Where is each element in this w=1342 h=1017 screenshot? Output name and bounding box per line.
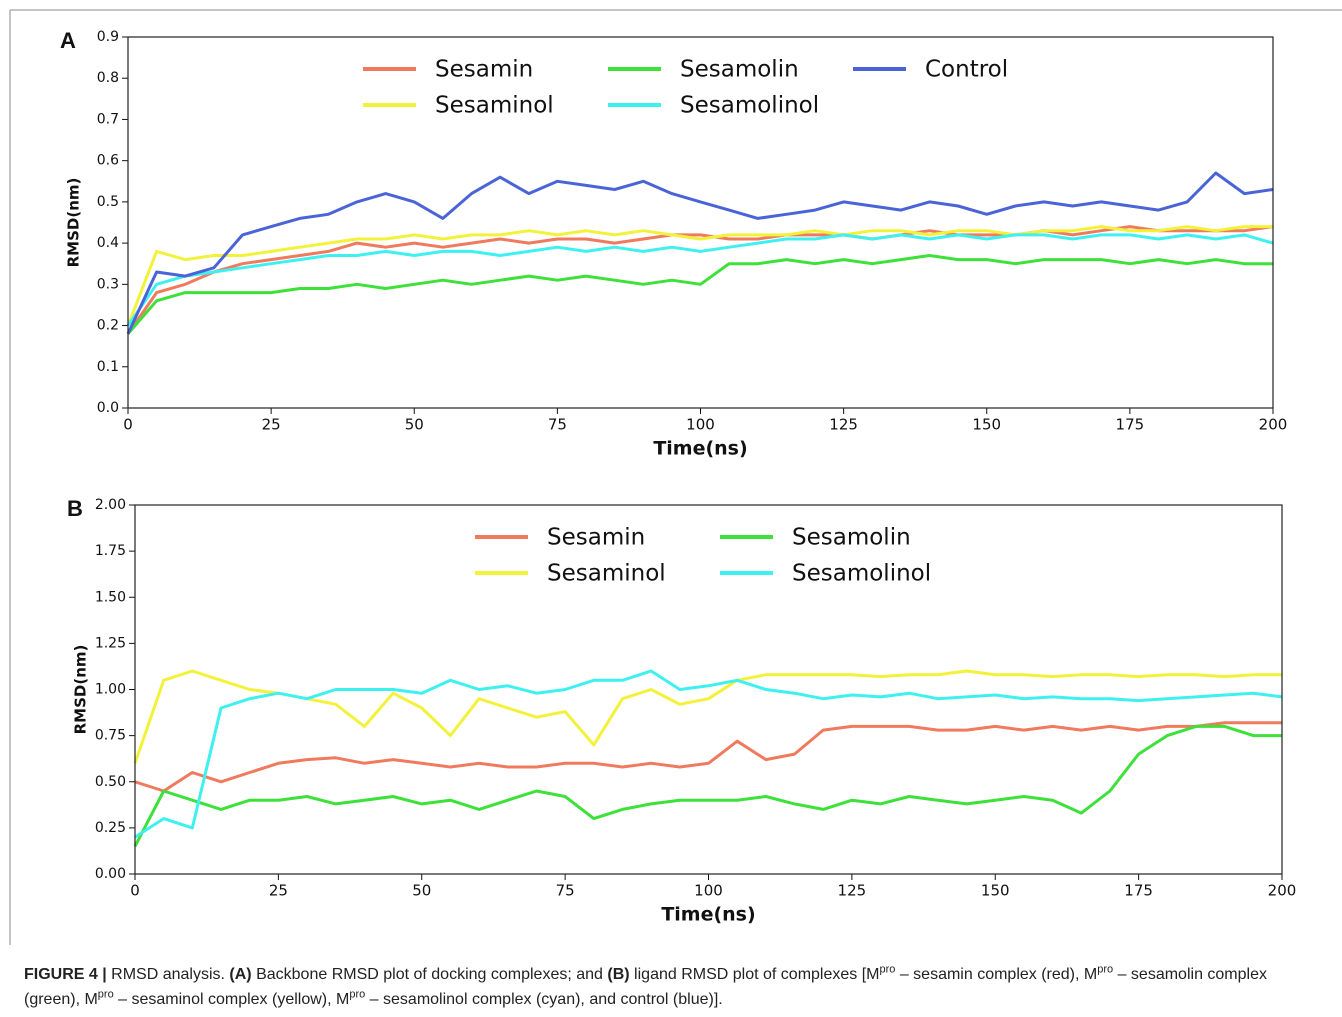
- plot-frame: [127, 36, 1274, 409]
- x-tick-label: 200: [1259, 416, 1288, 434]
- series-line: [126, 233, 1274, 327]
- y-tick-label: 0.0: [97, 400, 119, 416]
- x-tick-label: 50: [412, 882, 431, 900]
- series-line: [134, 721, 1282, 793]
- caption-part: – sesamin complex (red), M: [895, 966, 1098, 983]
- y-tick-label: 1.75: [95, 543, 126, 559]
- x-tick-label: 100: [694, 882, 723, 900]
- series-line: [126, 225, 1274, 335]
- caption-part: RMSD analysis.: [106, 966, 230, 983]
- legend-label: Sesamin: [435, 57, 533, 83]
- y-tick-label: 0.25: [95, 820, 126, 836]
- caption-part: (A): [229, 966, 252, 983]
- caption-part: – sesamolin complex (green), M: [24, 966, 1267, 1008]
- figure-caption: FIGURE 4 | RMSD analysis. (A) Backbone R…: [24, 962, 1324, 1012]
- y-tick-label: 0.5: [97, 194, 119, 210]
- series-line: [133, 669, 1282, 764]
- x-tick-label: 150: [981, 882, 1010, 900]
- y-axis-label: RMSD(nm): [65, 178, 83, 268]
- legend-label: Sesaminol: [547, 561, 666, 587]
- y-tick-label: 0.3: [97, 276, 119, 292]
- x-tick-label: 75: [548, 416, 567, 434]
- y-tick-label: 2.00: [95, 497, 126, 513]
- caption-part: pro: [1097, 963, 1114, 976]
- panel-label: B: [67, 496, 83, 521]
- caption-part: – sesamolinol complex (cyan), and contro…: [365, 991, 723, 1008]
- caption-part: (B): [607, 966, 630, 983]
- caption-part: pro: [349, 988, 366, 1001]
- caption-part: – sesaminol complex (yellow), M: [113, 991, 350, 1008]
- y-tick-label: 0.50: [95, 774, 126, 790]
- legend-label: Control: [925, 57, 1008, 83]
- y-tick-label: 0.1: [97, 359, 119, 375]
- panel-label: A: [60, 28, 76, 53]
- y-tick-label: 0.2: [97, 318, 119, 334]
- series-line: [133, 724, 1282, 847]
- y-tick-label: 0.8: [97, 70, 119, 86]
- series-line: [134, 669, 1283, 839]
- x-axis-label: Time(ns): [661, 904, 755, 926]
- series-line: [126, 254, 1273, 335]
- y-tick-label: 1.25: [95, 635, 126, 651]
- x-tick-label: 50: [405, 416, 424, 434]
- y-tick-label: 1.00: [95, 682, 126, 698]
- series-line: [126, 171, 1274, 335]
- x-tick-label: 200: [1268, 882, 1297, 900]
- x-tick-label: 0: [123, 416, 133, 434]
- figure: A 0.0 0.1 0.2 0.3 0.4 0.5 0.6 0.7 0.8 0.9 0 25 50 75 10…: [9, 9, 1342, 945]
- y-tick-label: 0.7: [97, 111, 119, 127]
- x-tick-label: 150: [972, 416, 1001, 434]
- legend-label: Sesamolin: [680, 57, 799, 83]
- x-tick-label: 125: [829, 416, 858, 434]
- y-axis-label: RMSD(nm): [72, 645, 90, 735]
- x-tick-label: 175: [1124, 882, 1153, 900]
- x-tick-label: 175: [1116, 416, 1145, 434]
- y-tick-label: 0.4: [97, 235, 119, 251]
- x-tick-label: 25: [262, 416, 281, 434]
- x-tick-label: 125: [838, 882, 867, 900]
- x-tick-label: 100: [686, 416, 715, 434]
- legend-label: Sesamolinol: [680, 93, 819, 119]
- legend-label: Sesamin: [547, 525, 645, 551]
- series-line: [126, 225, 1273, 327]
- caption-part: pro: [97, 988, 114, 1001]
- caption-part: FIGURE 4 |: [24, 966, 107, 983]
- y-tick-label: 1.50: [95, 589, 126, 605]
- plot-frame: [134, 504, 1283, 875]
- caption-part: Backbone RMSD plot of docking complexes;…: [251, 966, 608, 983]
- y-tick-label: 0.9: [97, 29, 119, 45]
- x-tick-label: 25: [269, 882, 288, 900]
- legend-label: Sesaminol: [435, 93, 554, 119]
- y-tick-label: 0.00: [95, 866, 126, 882]
- legend-label: Sesamolin: [792, 525, 911, 551]
- legend-label: Sesamolinol: [792, 561, 931, 587]
- x-tick-label: 75: [556, 882, 575, 900]
- y-tick-label: 0.6: [97, 153, 119, 169]
- y-tick-label: 0.75: [95, 728, 126, 744]
- caption-part: ligand RMSD plot of complexes [M: [629, 966, 880, 983]
- x-tick-label: 0: [130, 882, 140, 900]
- x-axis-label: Time(ns): [653, 438, 747, 460]
- caption-part: pro: [879, 963, 896, 976]
